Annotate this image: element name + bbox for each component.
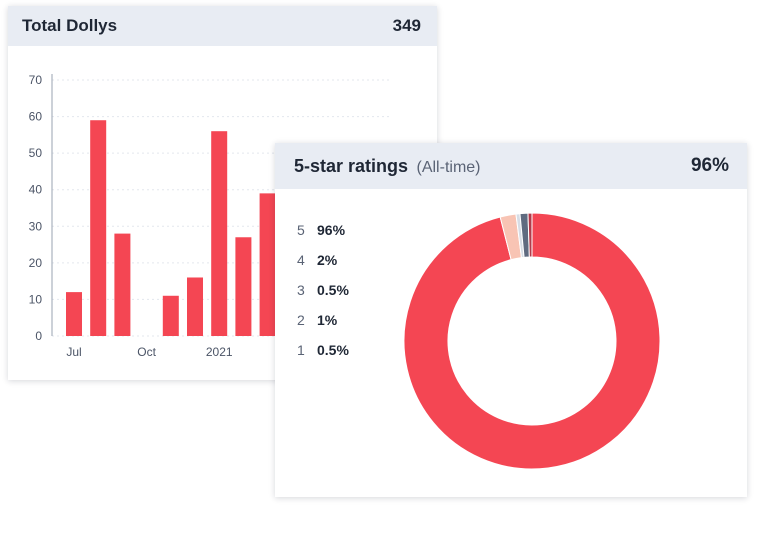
legend-percent: 1% xyxy=(317,312,338,328)
donut-slice-5-star xyxy=(403,212,661,470)
total-dollys-title: Total Dollys xyxy=(22,16,118,35)
y-tick-label: 30 xyxy=(29,219,43,233)
legend-row-2: 2 1% xyxy=(297,305,349,335)
y-tick-label: 50 xyxy=(29,146,43,160)
five-star-ratings-card: 5-star ratings (All-time) 96% 5 96% 4 2%… xyxy=(275,143,747,497)
legend-star-label: 2 xyxy=(297,312,305,328)
total-dollys-count: 349 xyxy=(392,16,421,35)
legend-star-label: 1 xyxy=(297,342,305,358)
legend-percent: 0.5% xyxy=(317,342,349,358)
y-tick-label: 20 xyxy=(29,256,43,270)
legend-star-label: 3 xyxy=(297,282,305,298)
ratings-legend: 5 96% 4 2% 3 0.5% 2 1% 1 0.5% xyxy=(297,215,349,365)
bar-m7 xyxy=(211,131,228,336)
x-tick-label: Jul xyxy=(66,345,81,359)
y-tick-label: 10 xyxy=(29,292,43,306)
bar-m1 xyxy=(66,292,82,336)
bar-m9 xyxy=(259,193,276,336)
legend-row-1: 1 0.5% xyxy=(297,335,349,365)
ratings-percentage: 96% xyxy=(690,155,729,176)
bar-m3 xyxy=(114,233,131,336)
total-dollys-header: Total Dollys 349 xyxy=(8,6,437,46)
ratings-donut-chart xyxy=(403,212,661,470)
ratings-subtitle: (All-time) xyxy=(416,158,481,176)
legend-percent: 0.5% xyxy=(317,282,349,298)
y-tick-label: 40 xyxy=(29,183,43,197)
legend-percent: 2% xyxy=(317,252,338,268)
y-tick-label: 60 xyxy=(29,110,43,124)
bar-m6 xyxy=(187,277,203,336)
donut-slice-1-star xyxy=(527,212,533,258)
legend-row-5: 5 96% xyxy=(297,215,349,245)
ratings-title: 5-star ratings xyxy=(294,155,409,176)
legend-row-3: 3 0.5% xyxy=(297,275,349,305)
legend-star-label: 4 xyxy=(297,252,305,268)
bar-m5 xyxy=(162,295,179,336)
y-tick-label: 70 xyxy=(29,73,43,87)
y-tick-label: 0 xyxy=(35,329,42,343)
total-dollys-bar-chart: 0 10 20 30 40 50 60 70 Jul Oct 2021 xyxy=(29,73,392,359)
legend-row-4: 4 2% xyxy=(297,245,349,275)
x-tick-label: Oct xyxy=(137,345,156,359)
x-tick-label: 2021 xyxy=(206,345,233,359)
legend-percent: 96% xyxy=(317,222,346,238)
bar-m8 xyxy=(235,237,252,336)
ratings-header: 5-star ratings (All-time) 96% xyxy=(275,143,747,189)
legend-star-label: 5 xyxy=(297,222,305,238)
bar-m2 xyxy=(90,120,107,336)
